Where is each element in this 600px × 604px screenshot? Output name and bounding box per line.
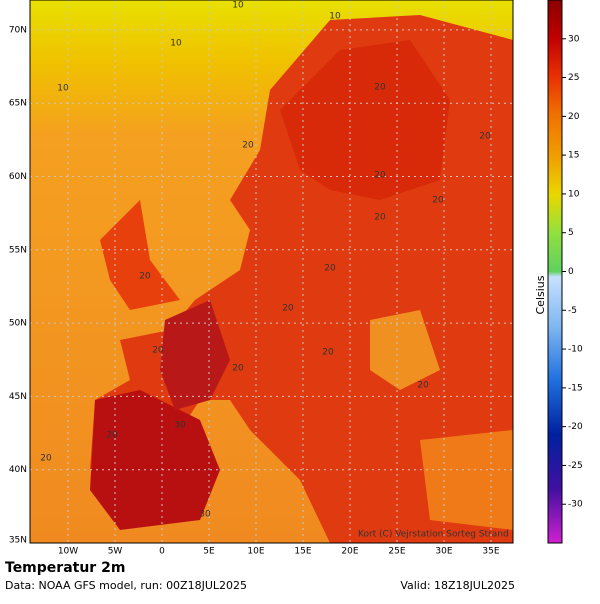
- colorbar-tick-label: -25: [568, 461, 583, 471]
- colorbar-tick-label: 10: [568, 189, 580, 199]
- contour-label: 10: [329, 12, 341, 22]
- contour-label: 20: [324, 264, 336, 274]
- credit: Kort (C) Vejrstation Sorteg Strand: [358, 530, 509, 540]
- colorbar-tick-label: -10: [568, 345, 583, 355]
- contour-label: 20: [417, 381, 429, 391]
- source: Data: NOAA GFS model, run: 00Z18JUL2025: [5, 579, 247, 592]
- lon-label: 20E: [341, 547, 358, 557]
- contour-label: 20: [322, 348, 334, 358]
- title: Temperatur 2m: [5, 560, 125, 576]
- lat-label: 45N: [9, 392, 27, 402]
- contour-label: 10: [232, 1, 244, 11]
- lat-label: 40N: [9, 465, 27, 475]
- lon-label: 10E: [247, 547, 264, 557]
- colorbar-tick-label: -20: [568, 422, 583, 432]
- contour-label: 20: [479, 132, 491, 142]
- contour-label: 20: [282, 304, 294, 314]
- contour-label: 20: [152, 346, 164, 356]
- lon-label: 35E: [482, 547, 499, 557]
- contour-label: 20: [40, 454, 52, 464]
- lon-label: 30E: [435, 547, 452, 557]
- lon-label: 5E: [203, 547, 215, 557]
- valid-time: Valid: 18Z18JUL2025: [400, 579, 515, 592]
- contour-label: 20: [242, 141, 254, 151]
- colorbar-tick-label: -5: [568, 306, 577, 316]
- colorbar-tick-label: -30: [568, 500, 583, 510]
- colorbar-tick-label: 20: [568, 112, 580, 122]
- lat-label: 65N: [9, 99, 27, 109]
- colorbar-tick-label: 5: [568, 228, 574, 238]
- contour-label: 20: [374, 171, 386, 181]
- contour-label: 10: [57, 84, 69, 94]
- lon-label: 0: [159, 547, 165, 557]
- lat-label: 55N: [9, 245, 27, 255]
- contour-label: 10: [170, 39, 182, 49]
- lat-label: 60N: [9, 172, 27, 182]
- colorbar: [547, 0, 563, 544]
- contour-label: 20: [106, 431, 118, 441]
- colorbar-tick-label: 0: [568, 267, 574, 277]
- lon-label: 5W: [108, 547, 123, 557]
- map-frame: [29, 0, 514, 544]
- colorbar-tick-label: -15: [568, 383, 583, 393]
- contour-label: 20: [374, 83, 386, 93]
- contour-label: 20: [374, 213, 386, 223]
- lat-label: 50N: [9, 319, 27, 329]
- contour-label: 20: [139, 272, 151, 282]
- contour-label: 30: [199, 510, 211, 520]
- contour-label: 20: [432, 196, 444, 206]
- map-field: 10 10 10 10 20 20 20 20 20 20 20 20 20 20 20 20 20 20 20 30…: [30, 0, 513, 543]
- lon-label: 10W: [58, 547, 78, 557]
- lon-label: 25E: [388, 547, 405, 557]
- contour-label: 30: [174, 421, 186, 431]
- colorbar-tick-label: 25: [568, 73, 579, 83]
- colorbar-tick-label: 15: [568, 151, 579, 161]
- lat-label: 70N: [9, 25, 27, 35]
- lat-label: 35N: [9, 536, 27, 546]
- colorbar-tick-label: 30: [568, 34, 580, 44]
- lon-label: 15E: [294, 547, 311, 557]
- colorbar-label: Celsius: [534, 275, 547, 314]
- contour-label: 20: [232, 364, 244, 374]
